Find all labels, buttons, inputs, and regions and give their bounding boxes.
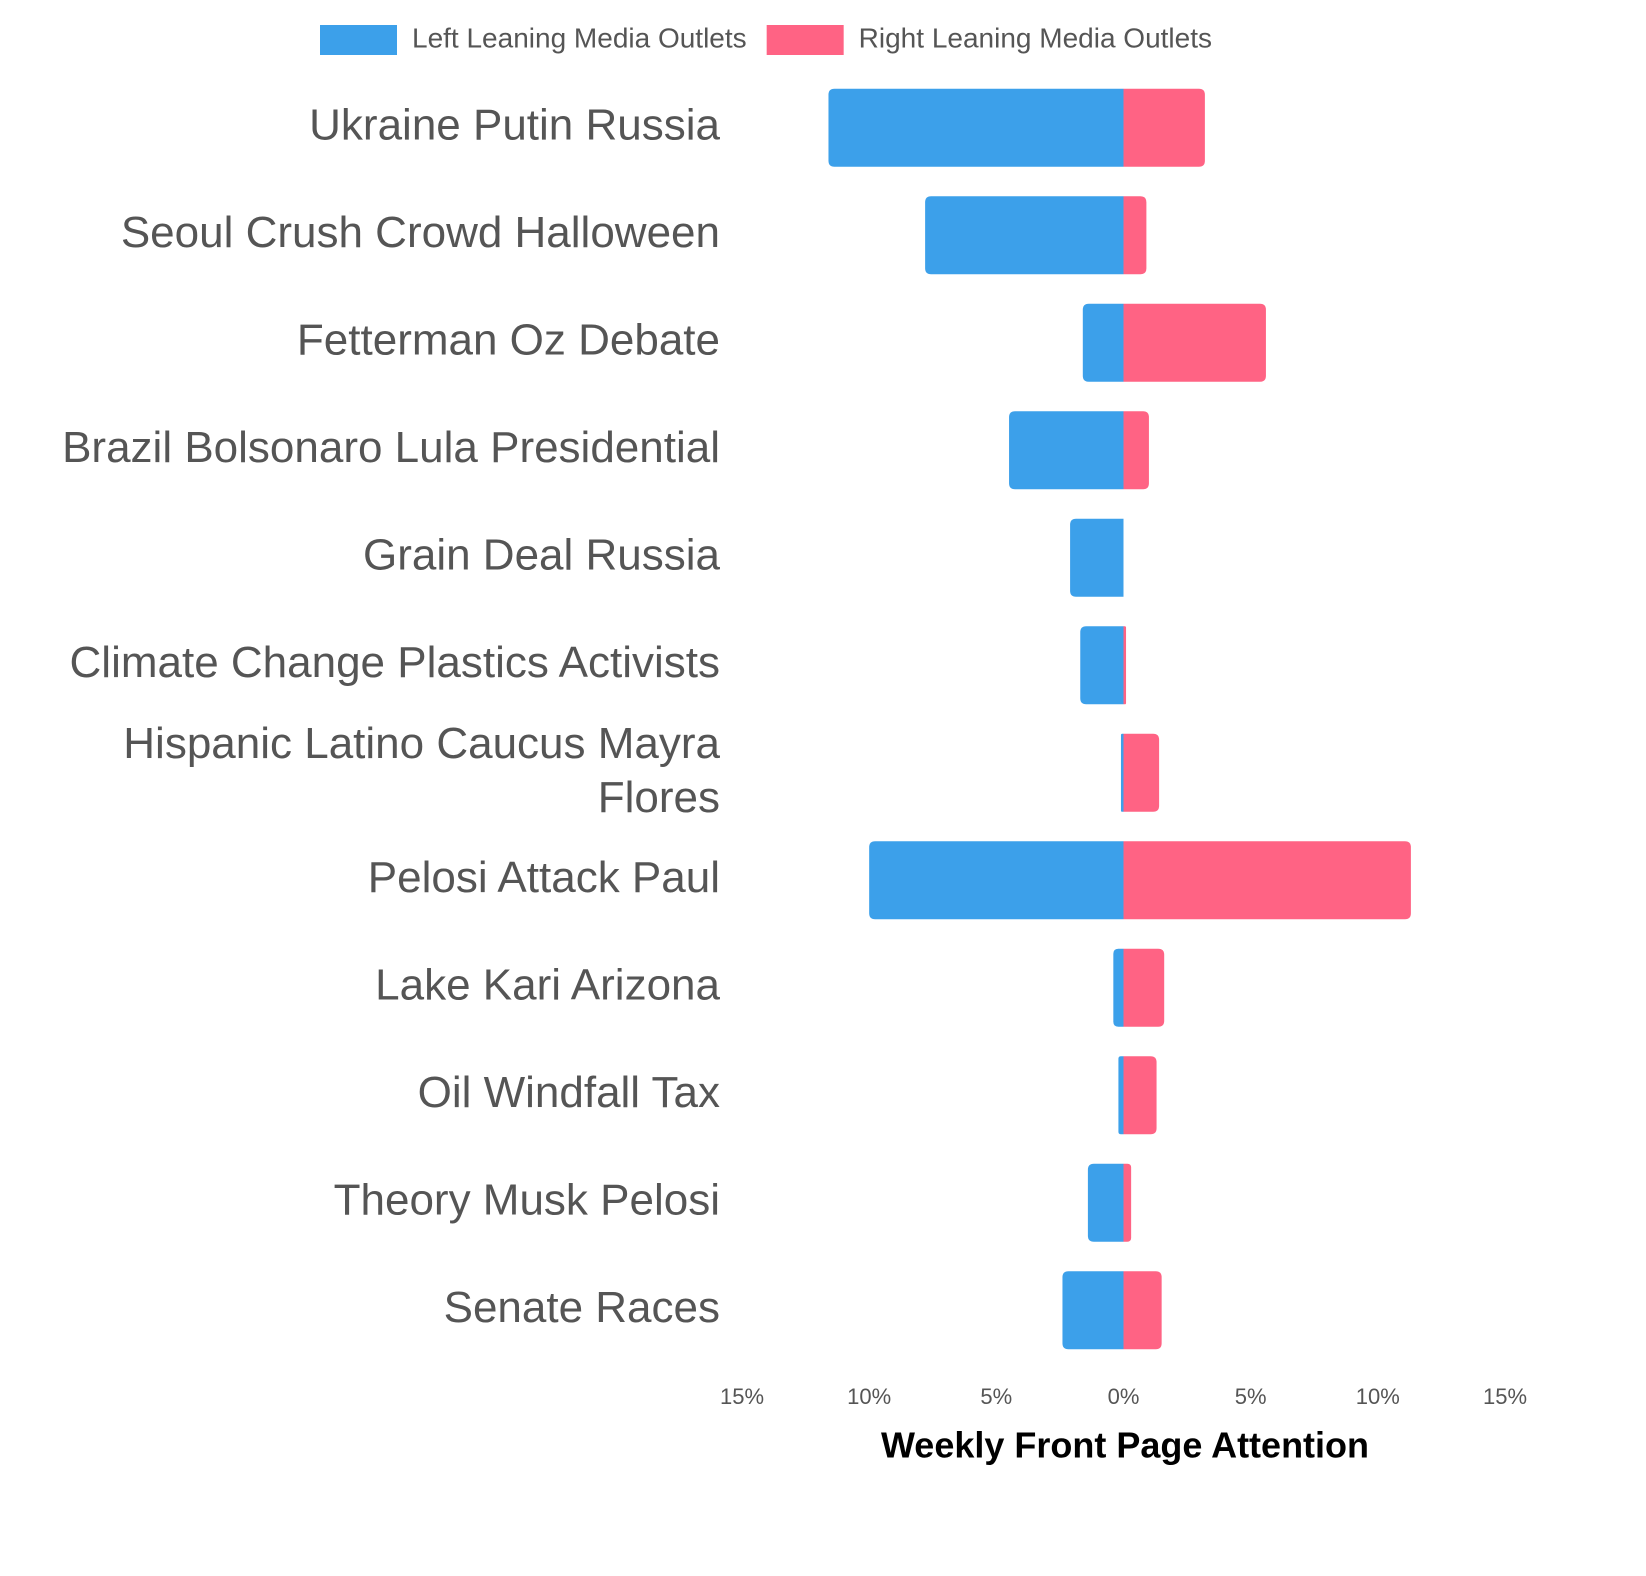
category-label: Theory Musk Pelosi bbox=[334, 1175, 720, 1224]
legend-swatch bbox=[320, 25, 397, 55]
x-tick-label: 0% bbox=[1108, 1384, 1140, 1409]
bar bbox=[1123, 88, 1205, 167]
bar bbox=[1082, 303, 1124, 382]
bar bbox=[1123, 733, 1160, 812]
category-label: Grain Deal Russia bbox=[363, 530, 721, 579]
bar bbox=[1070, 518, 1124, 597]
category-label: Lake Kari Arizona bbox=[375, 960, 720, 1009]
category-label: Senate Races bbox=[444, 1283, 720, 1332]
bar bbox=[1080, 626, 1124, 705]
bar bbox=[1123, 948, 1165, 1027]
x-tick: 15% bbox=[1483, 1384, 1527, 1409]
bar bbox=[1123, 303, 1266, 382]
bar bbox=[1123, 196, 1147, 275]
bar bbox=[1113, 948, 1124, 1027]
category-label: Fetterman Oz Debate bbox=[297, 315, 720, 364]
bar bbox=[828, 88, 1124, 167]
legend-label: Right Leaning Media Outlets bbox=[859, 22, 1212, 53]
bar bbox=[1123, 411, 1149, 490]
category-label: Seoul Crush Crowd Halloween bbox=[121, 208, 720, 257]
x-tick: 0% bbox=[1108, 1384, 1140, 1409]
category-label-line: Flores bbox=[598, 772, 720, 821]
x-tick: 5% bbox=[1235, 1384, 1267, 1409]
bar bbox=[1123, 841, 1411, 920]
x-tick: 10% bbox=[1356, 1384, 1400, 1409]
category-label: Climate Change Plastics Activists bbox=[70, 638, 720, 687]
bar bbox=[1123, 1163, 1132, 1242]
category-label: Hispanic Latino Caucus Mayra Flores bbox=[123, 718, 720, 821]
x-tick-label: 15% bbox=[720, 1384, 764, 1409]
bar bbox=[1123, 626, 1127, 705]
legend-swatch bbox=[766, 25, 844, 55]
x-tick-label: 5% bbox=[1235, 1384, 1267, 1409]
bar bbox=[1123, 1271, 1162, 1350]
x-tick-label: 10% bbox=[1356, 1384, 1400, 1409]
x-axis-label: Weekly Front Page Attention bbox=[881, 1425, 1369, 1466]
category-label: Ukraine Putin Russia bbox=[309, 100, 720, 149]
bar bbox=[1087, 1163, 1124, 1242]
bar bbox=[1123, 1056, 1157, 1135]
bar bbox=[925, 196, 1124, 275]
category-label: Oil Windfall Tax bbox=[418, 1068, 720, 1117]
bar bbox=[1009, 411, 1124, 490]
x-tick: 15% bbox=[720, 1384, 764, 1409]
x-tick-label: 10% bbox=[847, 1384, 891, 1409]
x-tick-label: 15% bbox=[1483, 1384, 1527, 1409]
category-label: Brazil Bolsonaro Lula Presidential bbox=[62, 423, 720, 472]
bar bbox=[1118, 1056, 1124, 1135]
x-tick: 5% bbox=[980, 1384, 1012, 1409]
x-tick-label: 5% bbox=[980, 1384, 1012, 1409]
category-label-line: Hispanic Latino Caucus Mayra bbox=[123, 718, 720, 767]
x-tick: 10% bbox=[847, 1384, 891, 1409]
legend-label: Left Leaning Media Outlets bbox=[412, 22, 747, 53]
bar bbox=[1062, 1271, 1124, 1350]
bar bbox=[1120, 733, 1124, 812]
bar bbox=[869, 841, 1124, 920]
category-label: Pelosi Attack Paul bbox=[368, 853, 720, 902]
